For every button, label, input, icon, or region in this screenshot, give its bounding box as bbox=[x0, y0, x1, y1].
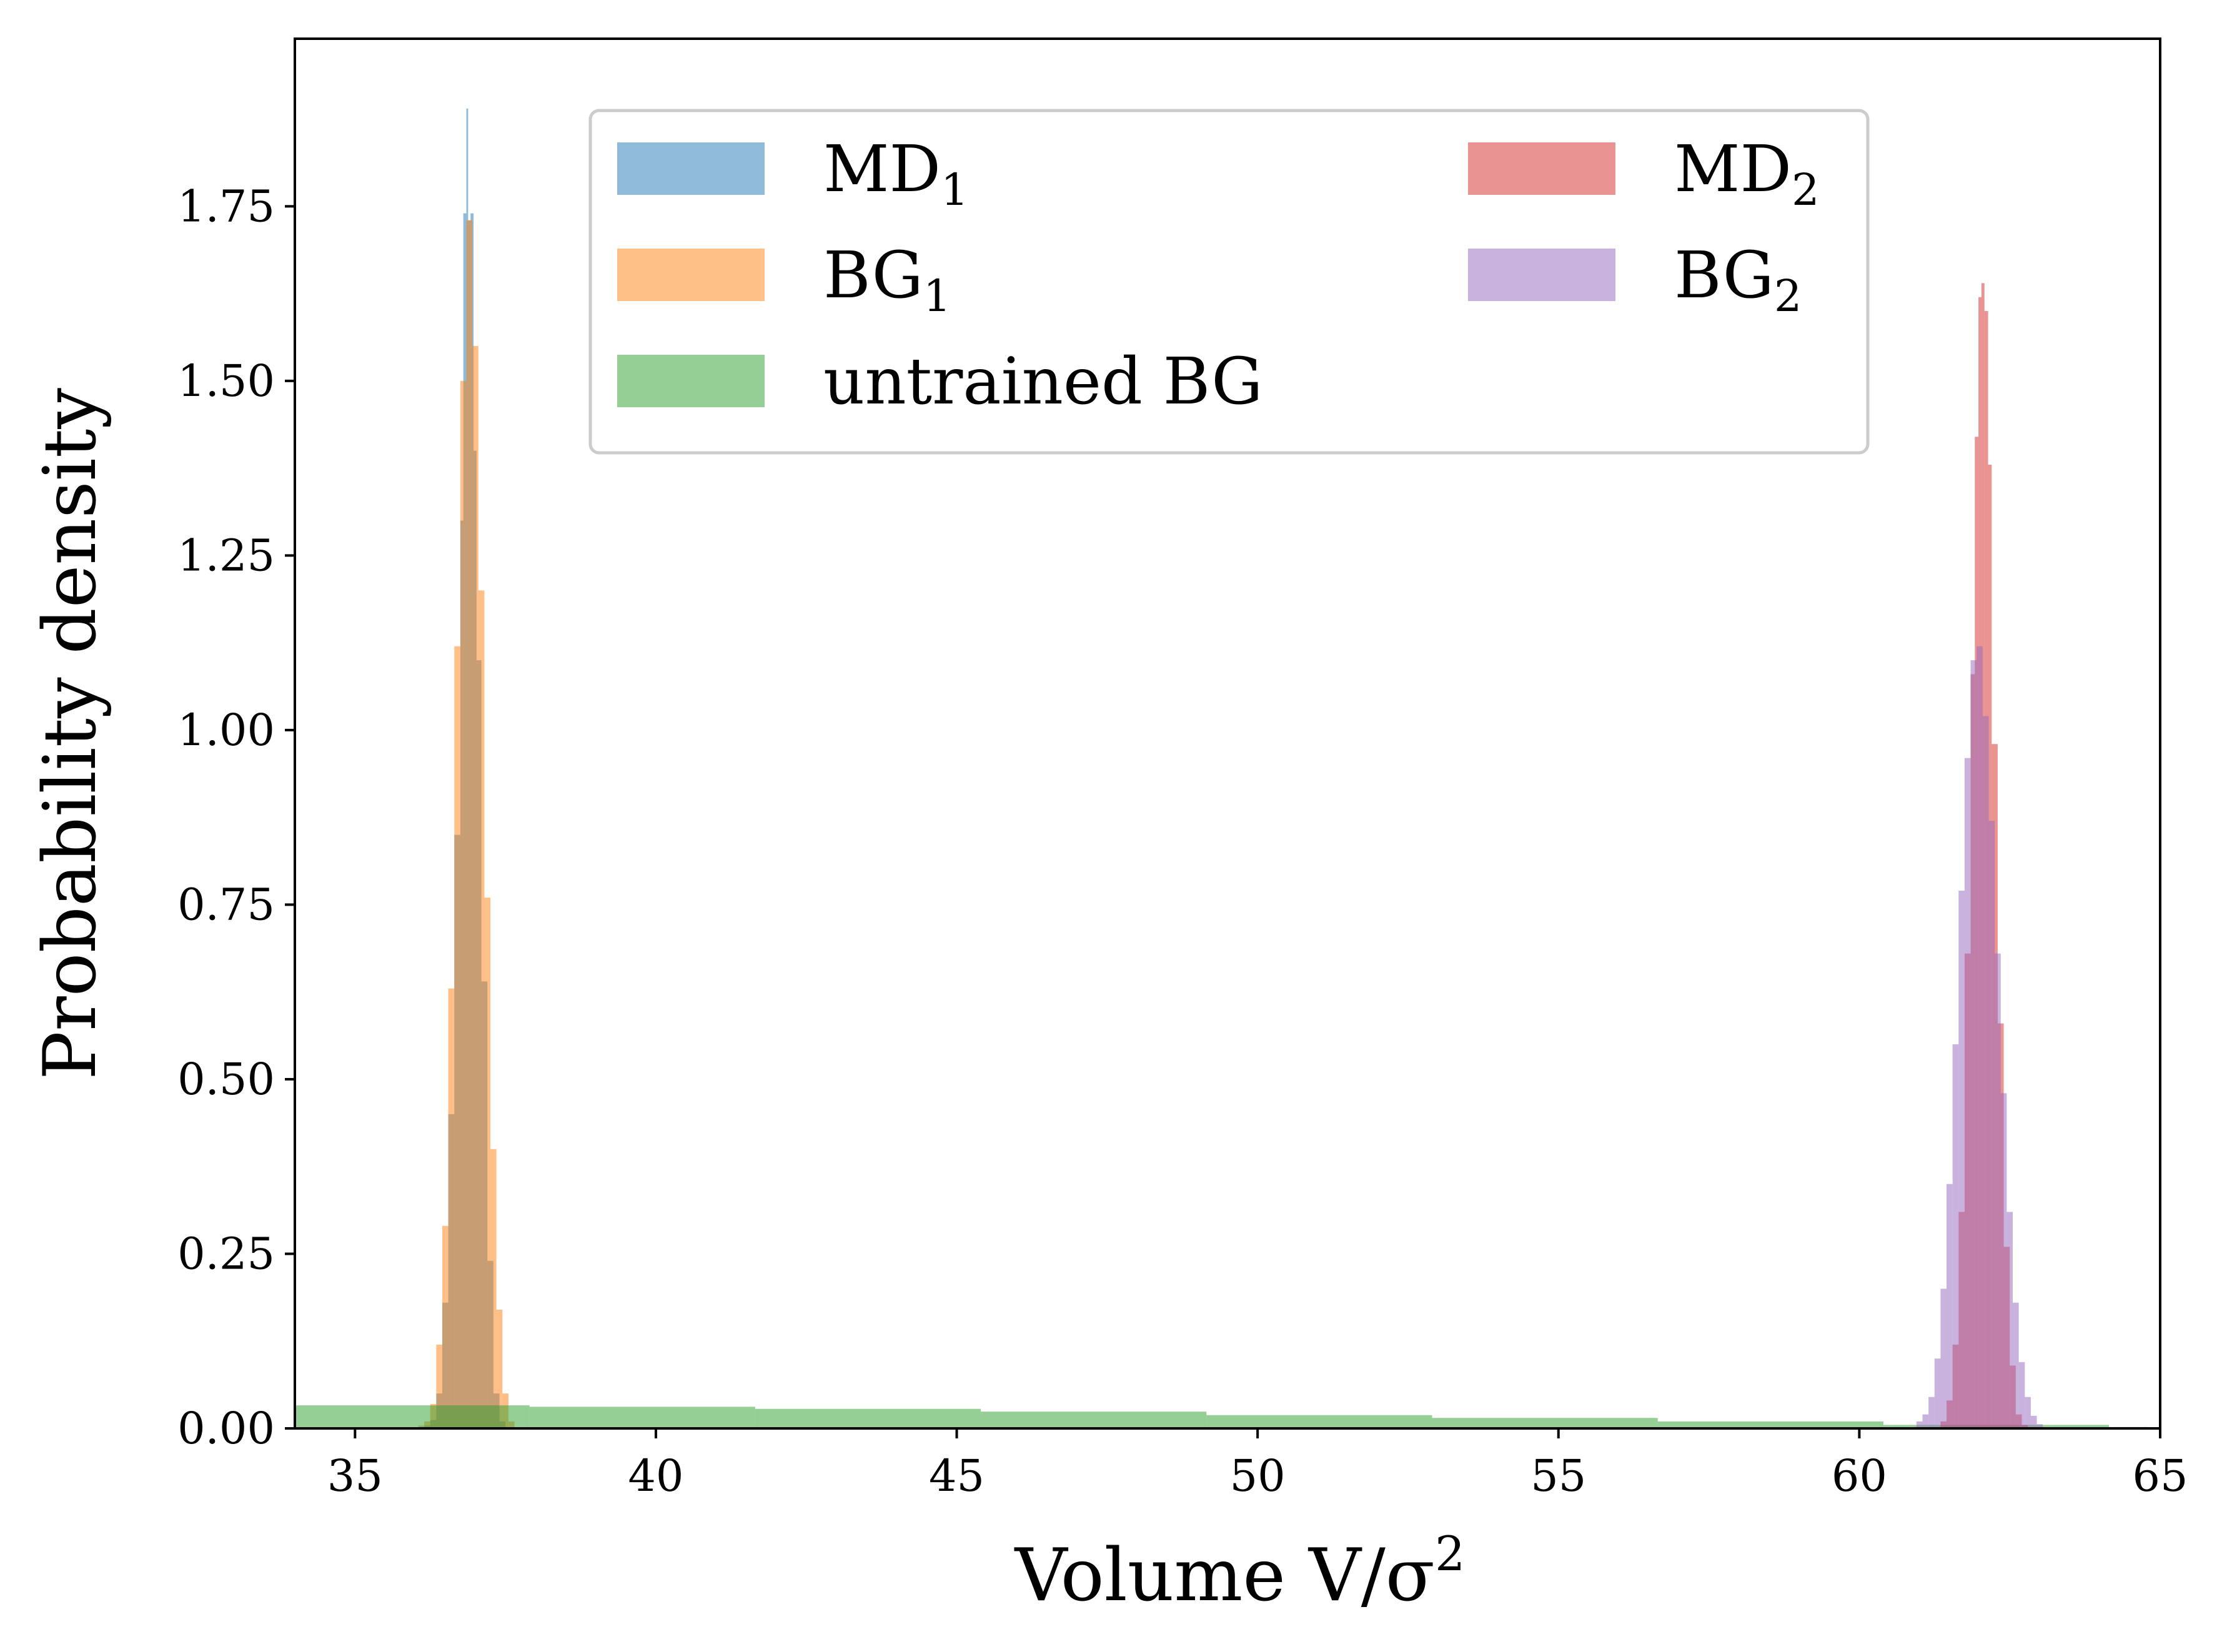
bar-series-2-bin-3 bbox=[981, 1412, 1207, 1428]
x-tick-label: 50 bbox=[1230, 1450, 1286, 1501]
bar-series-2-bin-5 bbox=[1432, 1418, 1658, 1428]
legend-label-0: MD1 bbox=[823, 132, 969, 215]
y-tick-label: 1.25 bbox=[177, 530, 275, 581]
x-axis-label-text: Volume V/σ bbox=[1014, 1533, 1435, 1618]
legend-swatch-4 bbox=[1468, 249, 1615, 301]
legend-label-1: BG1 bbox=[823, 238, 951, 322]
bar-series-4-bin-19 bbox=[2030, 1415, 2037, 1428]
bar-series-4-bin-10 bbox=[1976, 646, 1983, 1428]
bar-series-4-bin-2 bbox=[1928, 1397, 1935, 1428]
bar-series-1-bin-11 bbox=[484, 898, 491, 1428]
bar-series-1-bin-12 bbox=[490, 1149, 497, 1428]
x-tick-label: 35 bbox=[327, 1450, 383, 1501]
bar-series-4-bin-18 bbox=[2025, 1397, 2031, 1428]
legend-swatch-2 bbox=[617, 355, 765, 407]
series-4 bbox=[1916, 646, 2043, 1428]
bar-series-1-bin-8 bbox=[466, 220, 473, 1429]
bar-series-1-bin-7 bbox=[460, 380, 467, 1429]
bar-series-2-bin-1 bbox=[529, 1407, 755, 1428]
bar-series-4-bin-0 bbox=[1916, 1421, 1923, 1428]
y-tick-label: 0.00 bbox=[177, 1403, 275, 1454]
bar-series-4-bin-14 bbox=[2000, 1093, 2007, 1428]
y-tick-label: 0.75 bbox=[177, 879, 275, 930]
y-tick-label: 1.75 bbox=[177, 181, 275, 232]
bar-series-2-bin-0 bbox=[295, 1405, 530, 1428]
bar-series-4-bin-15 bbox=[2006, 1212, 2013, 1428]
bar-series-4-bin-16 bbox=[2013, 1302, 2019, 1428]
legend-label-2: untrained BG bbox=[823, 344, 1263, 419]
bar-series-4-bin-7 bbox=[1958, 891, 1965, 1428]
bar-series-4-bin-6 bbox=[1952, 1044, 1959, 1428]
axis-ticks: 35 40 45 50 55 60 65 0.00 0.25 0.50 0.75 1.00 1.25 1.… bbox=[177, 181, 2188, 1501]
histogram-bars bbox=[295, 108, 2148, 1429]
y-tick-label: 0.50 bbox=[177, 1054, 275, 1105]
plot-frame bbox=[294, 37, 2161, 1430]
bar-series-4-bin-8 bbox=[1964, 758, 1971, 1428]
legend-swatch-0 bbox=[617, 142, 765, 195]
y-axis-label: Probability density bbox=[28, 388, 112, 1080]
series-2 bbox=[295, 1405, 2148, 1428]
x-tick-label: 55 bbox=[1530, 1450, 1586, 1501]
bar-series-1-bin-5 bbox=[448, 988, 455, 1428]
x-tick-label: 65 bbox=[2132, 1450, 2188, 1501]
bar-series-2-bin-6 bbox=[1657, 1421, 1883, 1428]
x-axis-label: Volume V/σ2 bbox=[1014, 1526, 1466, 1618]
bar-series-1-bin-13 bbox=[496, 1309, 503, 1428]
legend-label-4: BG2 bbox=[1674, 238, 1802, 322]
bar-series-1-bin-3 bbox=[436, 1344, 442, 1428]
bar-series-1-bin-9 bbox=[472, 345, 479, 1429]
y-tick-label: 1.50 bbox=[177, 355, 275, 407]
bar-series-1-bin-6 bbox=[454, 646, 460, 1428]
y-tick-label: 1.00 bbox=[177, 705, 275, 756]
bar-series-4-bin-3 bbox=[1934, 1358, 1941, 1428]
bar-series-2-bin-2 bbox=[755, 1408, 981, 1428]
x-tick-label: 60 bbox=[1832, 1450, 1887, 1501]
legend: MD1 BG1 untrained BG MD2 BG2 bbox=[588, 109, 1870, 455]
bar-series-4-bin-5 bbox=[1947, 1184, 1953, 1428]
legend-box bbox=[588, 109, 1870, 455]
bar-series-1-bin-4 bbox=[442, 1225, 449, 1428]
bar-series-2-bin-4 bbox=[1206, 1415, 1432, 1428]
bar-series-4-bin-20 bbox=[2036, 1424, 2043, 1428]
x-tick-label: 45 bbox=[929, 1450, 985, 1501]
legend-label-3: MD2 bbox=[1674, 132, 1820, 215]
bar-series-4-bin-11 bbox=[1982, 716, 1989, 1428]
bar-series-1-bin-10 bbox=[478, 590, 485, 1428]
bar-series-4-bin-13 bbox=[1995, 953, 2001, 1428]
bar-series-4-bin-17 bbox=[2018, 1362, 2025, 1428]
y-tick-label: 0.25 bbox=[177, 1228, 275, 1279]
legend-swatch-3 bbox=[1468, 142, 1615, 195]
bar-series-4-bin-4 bbox=[1940, 1288, 1947, 1428]
bar-series-4-bin-9 bbox=[1970, 660, 1977, 1428]
x-axis-label-superscript: 2 bbox=[1435, 1526, 1465, 1581]
bar-series-4-bin-1 bbox=[1922, 1414, 1929, 1428]
x-tick-label: 40 bbox=[628, 1450, 683, 1501]
bar-series-4-bin-12 bbox=[1988, 821, 1995, 1428]
legend-swatch-1 bbox=[617, 249, 765, 301]
